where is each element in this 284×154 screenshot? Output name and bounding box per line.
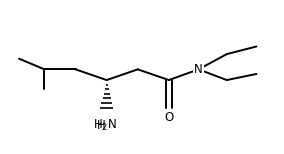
Text: H: H — [97, 119, 105, 132]
Text: N: N — [194, 63, 203, 76]
Text: O: O — [164, 111, 174, 124]
Text: $\mathregular{H_2N}$: $\mathregular{H_2N}$ — [93, 118, 117, 133]
